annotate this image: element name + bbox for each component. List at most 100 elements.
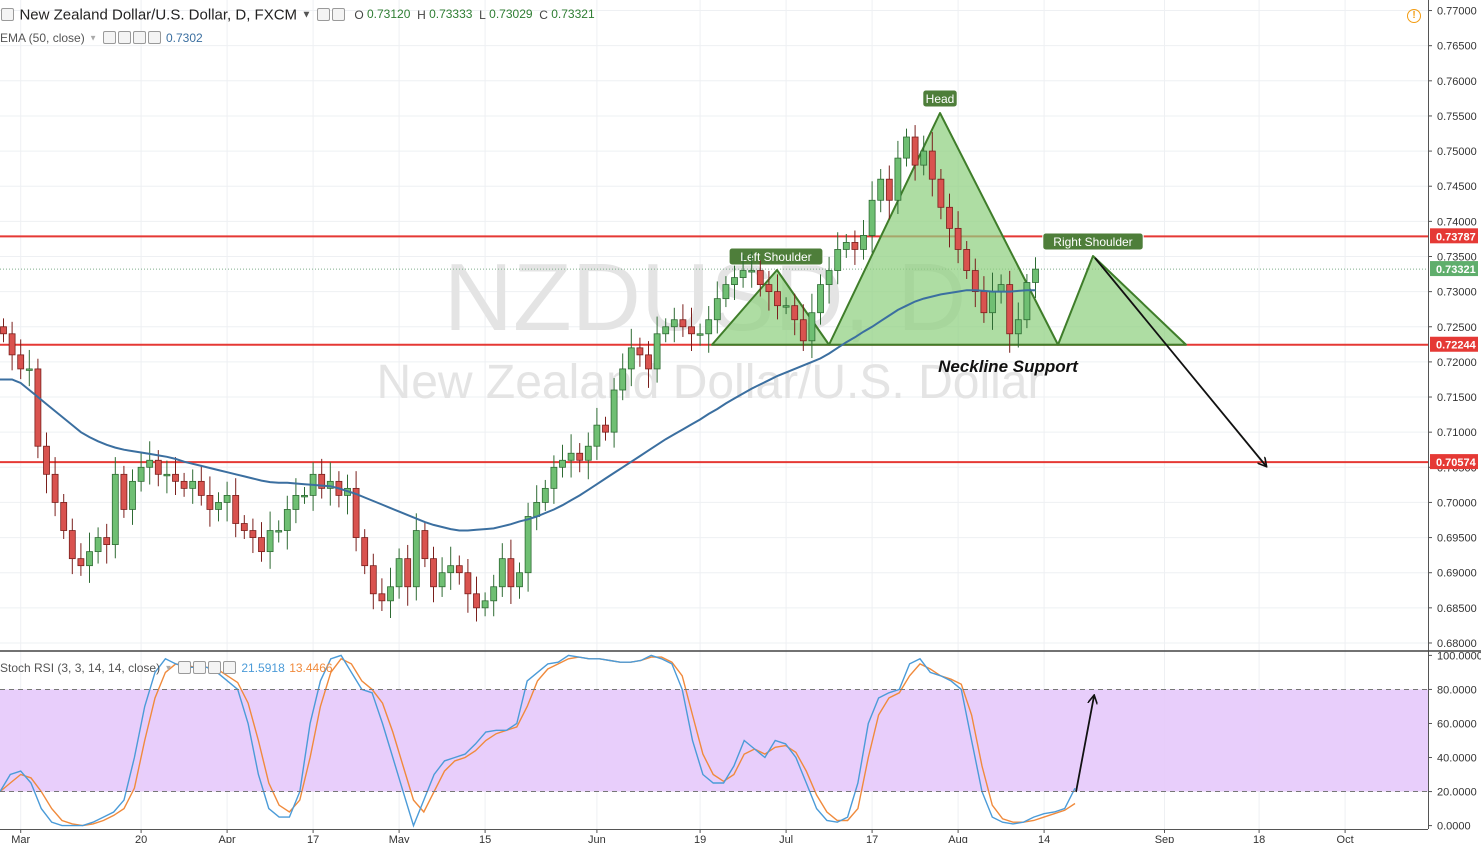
candle	[51, 457, 59, 517]
candle-body	[129, 480, 136, 510]
candle	[774, 274, 781, 320]
candle	[756, 260, 764, 297]
add-icon[interactable]	[132, 31, 146, 45]
candle	[189, 469, 197, 504]
chevron-down-icon[interactable]: ▼	[89, 33, 98, 43]
candle-body	[232, 495, 240, 524]
candle	[326, 462, 334, 506]
candle	[679, 304, 687, 337]
add-icon[interactable]	[207, 661, 221, 675]
level-price-tag: 0.70574	[1430, 454, 1478, 470]
time-tick-label: 14	[1038, 834, 1050, 843]
candle-body	[860, 235, 867, 250]
candle-body	[799, 319, 807, 342]
candle	[404, 544, 412, 606]
annotations	[1075, 257, 1266, 793]
candle	[593, 407, 601, 460]
open-value: 0.73120	[367, 7, 411, 22]
open-key: O	[354, 8, 364, 23]
candle-body	[447, 565, 455, 574]
close-icon[interactable]	[147, 31, 161, 45]
candle	[670, 307, 678, 343]
candle	[180, 472, 188, 497]
alert-icon[interactable]: !	[1407, 9, 1421, 23]
gear-icon[interactable]	[192, 661, 206, 675]
symbol-title[interactable]: New Zealand Dollar/U.S. Dollar, D, FXCM	[19, 6, 298, 24]
candle	[68, 518, 76, 575]
candle	[842, 234, 850, 258]
candle-body	[240, 523, 248, 531]
candle-body	[688, 326, 695, 335]
stoch-label[interactable]: Stoch RSI (3, 3, 14, 14, close)	[0, 660, 161, 675]
time-tick-label: 18	[1253, 834, 1265, 843]
price-tick-label: 0.68000	[1437, 638, 1477, 650]
price-axis[interactable]: 0.77000 0.76500 0.76000 0.75500 0.75000 0.745…	[1428, 6, 1477, 650]
candle-body	[662, 326, 670, 335]
time-tick-label: Oct	[1337, 834, 1354, 843]
candle-body	[51, 473, 59, 503]
candle	[937, 169, 945, 220]
candle-body	[627, 347, 635, 370]
candle	[240, 515, 248, 539]
candle	[197, 465, 205, 506]
candle	[447, 546, 455, 590]
candle-body	[920, 150, 928, 166]
candle	[713, 281, 721, 334]
candle	[808, 293, 816, 359]
chevron-down-icon[interactable]: ▼	[301, 9, 312, 21]
time-tick-label: May	[389, 834, 410, 843]
candle	[584, 432, 592, 480]
symbol-header: New Zealand Dollar/U.S. Dollar, D, FXCM …	[0, 6, 595, 24]
stoch-k-value: 21.5918	[241, 660, 285, 675]
candle-body	[412, 530, 420, 588]
candle-body	[120, 473, 128, 510]
candles	[0, 125, 1039, 622]
price-tick-label: 0.72500	[1437, 322, 1477, 334]
price-tick-label: 0.69500	[1437, 533, 1477, 545]
eye-icon[interactable]	[316, 8, 330, 22]
candle-body	[1014, 319, 1022, 335]
candle-body	[1006, 284, 1014, 335]
time-axis[interactable]: Mar 20 Apr 17 May 15 Jun 19 Jul 17 Aug 14 Sep 18 Oct	[11, 829, 1354, 843]
svg-text:Left Shoulder: Left Shoulder	[740, 250, 811, 264]
candle	[731, 265, 738, 301]
close-icon[interactable]	[222, 661, 236, 675]
eye-icon[interactable]	[177, 661, 191, 675]
time-tick-label: Sep	[1155, 834, 1175, 843]
candle	[464, 559, 472, 613]
candle	[619, 353, 627, 401]
neckline-label: Neckline Support	[938, 357, 1079, 376]
candle-body	[997, 284, 1005, 293]
candle	[946, 193, 953, 248]
candle-body	[636, 347, 644, 356]
candle-body	[722, 284, 730, 300]
candle	[481, 592, 489, 617]
candle-body	[954, 227, 962, 250]
candle	[645, 341, 652, 388]
watermark-name: New Zealand Dollar/U.S. Dollar	[377, 356, 1044, 409]
rsi-tick-label: 80.0000	[1437, 684, 1477, 696]
left-shoulder-label: Left Shoulder	[728, 247, 824, 266]
target-arrow	[1094, 257, 1266, 466]
candle	[60, 494, 68, 539]
collapse-icon[interactable]	[1, 8, 14, 22]
rsi-axis[interactable]: 100.0000 80.0000 60.0000 40.0000 20.0000 0.00…	[1428, 650, 1481, 833]
gear-icon[interactable]	[117, 31, 131, 45]
candle-body	[137, 466, 145, 482]
candle	[799, 304, 807, 351]
candle	[963, 241, 971, 279]
candle-body	[0, 326, 7, 335]
ema-label[interactable]: EMA (50, close)	[0, 30, 85, 45]
candle	[696, 323, 704, 346]
candle	[163, 460, 171, 494]
candle-body	[34, 368, 42, 447]
gear-icon[interactable]	[331, 8, 345, 22]
candle	[301, 486, 308, 504]
chevron-down-icon[interactable]: ▼	[164, 663, 173, 673]
candle-body	[946, 206, 953, 229]
candle-body	[103, 537, 111, 545]
candle-body	[765, 284, 773, 293]
price-tick-label: 0.75000	[1437, 146, 1477, 158]
eye-icon[interactable]	[102, 31, 116, 45]
